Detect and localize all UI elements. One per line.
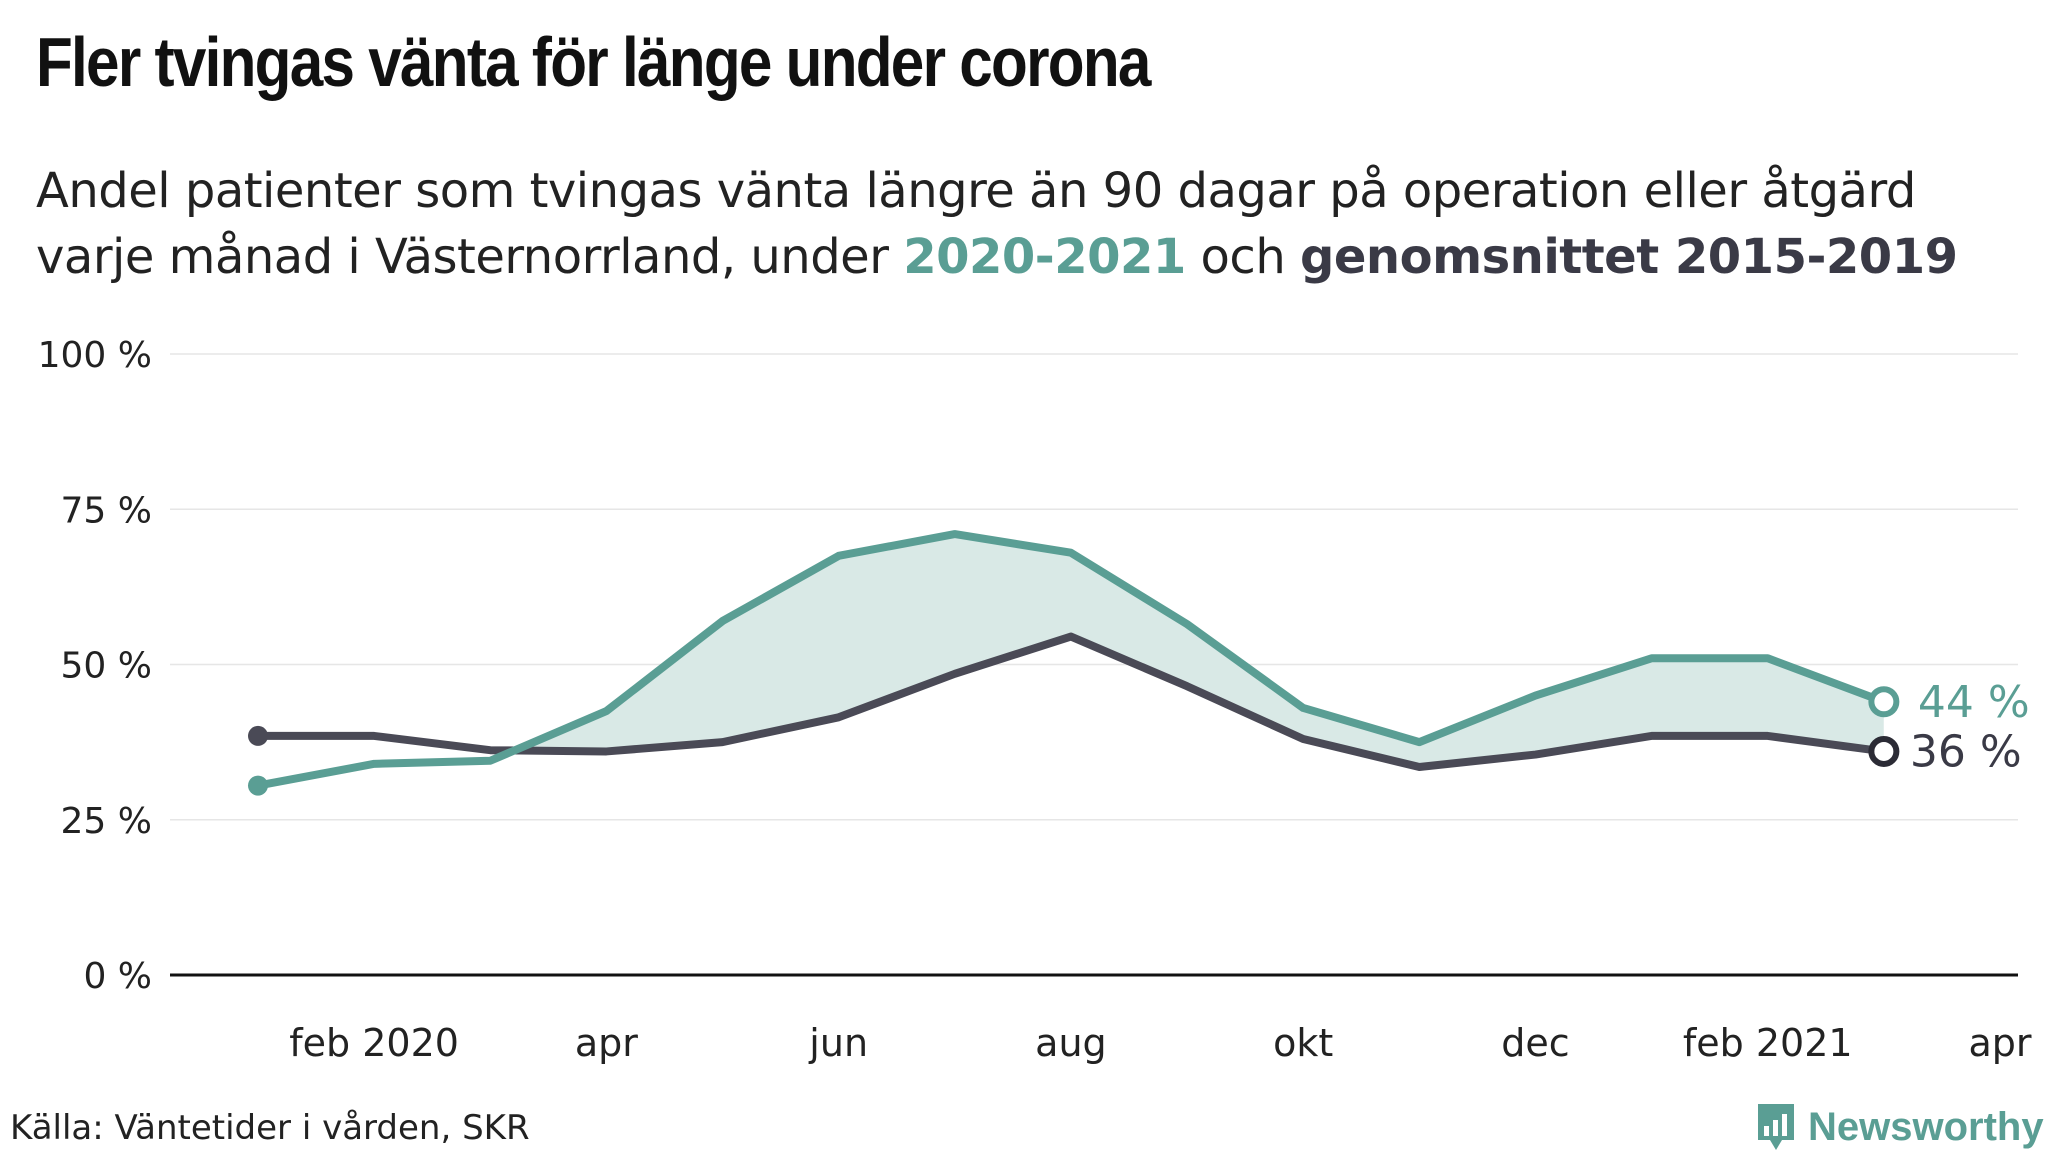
- x-tick-label-5: dec: [1501, 1021, 1569, 1065]
- subtitle-highlight-current: 2020-2021: [903, 229, 1186, 285]
- source-note: Källa: Väntetider i vården, SKR: [10, 1108, 530, 1148]
- chart-subtitle: Andel patienter som tvingas vänta längre…: [36, 158, 2026, 290]
- end-label-average: 36 %: [1910, 726, 2022, 777]
- chart-title: Fler tvingas vänta för länge under coron…: [36, 23, 1151, 101]
- brand-logo: Newsworthy: [1754, 1100, 2044, 1154]
- x-tick-label-2: jun: [808, 1021, 868, 1065]
- subtitle-text-1: Andel patienter som tvingas vänta längre…: [36, 163, 1916, 285]
- x-tick-label-6: feb 2021: [1683, 1021, 1853, 1065]
- x-tick-label-7: apr: [1968, 1021, 2031, 1065]
- series-line-current: [254, 530, 1888, 790]
- y-tick-label-50: 50 %: [61, 646, 152, 687]
- y-tick-label-100: 100 %: [38, 335, 152, 376]
- end-label-current: 44 %: [1918, 677, 2030, 728]
- x-tick-label-3: aug: [1035, 1021, 1107, 1065]
- series-line-average: [254, 632, 1888, 771]
- x-tick-label-0: feb 2020: [289, 1021, 459, 1065]
- end-point-average: [1868, 735, 1900, 767]
- x-tick-label-4: okt: [1273, 1021, 1333, 1065]
- start-point-average: [248, 725, 268, 746]
- y-tick-label-25: 25 %: [61, 801, 152, 842]
- y-axis-labels: 0 % 25 % 50 % 75 % 100 %: [38, 335, 152, 997]
- subtitle-text-2: och: [1185, 229, 1300, 285]
- grid-lines: [170, 353, 2018, 977]
- line-chart: 0 % 25 % 50 % 75 % 100 % feb 2020 apr jun aug ok…: [38, 335, 2032, 1065]
- end-labels: 36 %44 %: [1910, 677, 2030, 778]
- subtitle-highlight-average: genomsnittet 2015-2019: [1300, 229, 1958, 285]
- x-tick-label-1: apr: [575, 1021, 638, 1065]
- x-axis-labels: feb 2020 apr jun aug okt dec feb 2021 apr: [289, 1021, 2032, 1065]
- newsworthy-logo-icon: [1758, 1104, 1794, 1150]
- series-lines: [254, 530, 1888, 790]
- brand-name: Newsworthy: [1808, 1104, 2044, 1149]
- y-tick-label-75: 75 %: [61, 490, 152, 531]
- series-markers: [248, 686, 1900, 796]
- start-point-current: [248, 775, 268, 796]
- end-point-current: [1868, 686, 1900, 718]
- y-tick-label-0: 0 %: [83, 956, 152, 997]
